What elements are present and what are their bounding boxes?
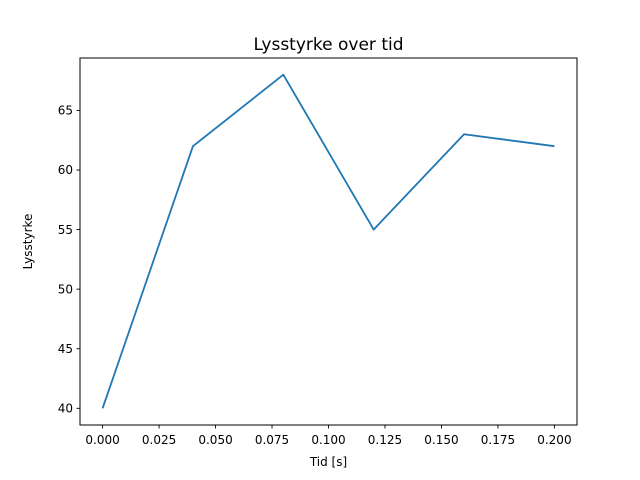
x-tick-label: 0.150 — [424, 433, 458, 447]
axis-ticks: 0.000 0.025 0.050 0.075 0.100 0.125 0.150 0.175… — [58, 104, 572, 447]
x-axis-label: Tid [s] — [309, 455, 347, 469]
y-tick-label: 50 — [58, 282, 73, 296]
y-tick-label: 65 — [58, 104, 73, 118]
y-tick-label: 40 — [58, 402, 73, 416]
plot-area — [80, 58, 577, 425]
y-tick-label: 45 — [58, 342, 73, 356]
x-tick-label: 0.200 — [537, 433, 571, 447]
y-axis-label: Lysstyrke — [21, 214, 35, 270]
x-tick-label: 0.050 — [198, 433, 232, 447]
x-tick-label: 0.075 — [255, 433, 289, 447]
data-line — [101, 73, 555, 409]
x-tick-label: 0.025 — [142, 433, 176, 447]
x-tick-label: 0.125 — [368, 433, 402, 447]
chart-title: Lysstyrke over tid — [254, 35, 404, 55]
x-tick-label: 0.175 — [481, 433, 515, 447]
x-tick-label: 0.000 — [85, 433, 119, 447]
y-tick-label: 55 — [58, 223, 73, 237]
y-tick-label: 60 — [58, 163, 73, 177]
plot-border — [79, 57, 578, 426]
x-tick-label: 0.100 — [311, 433, 345, 447]
